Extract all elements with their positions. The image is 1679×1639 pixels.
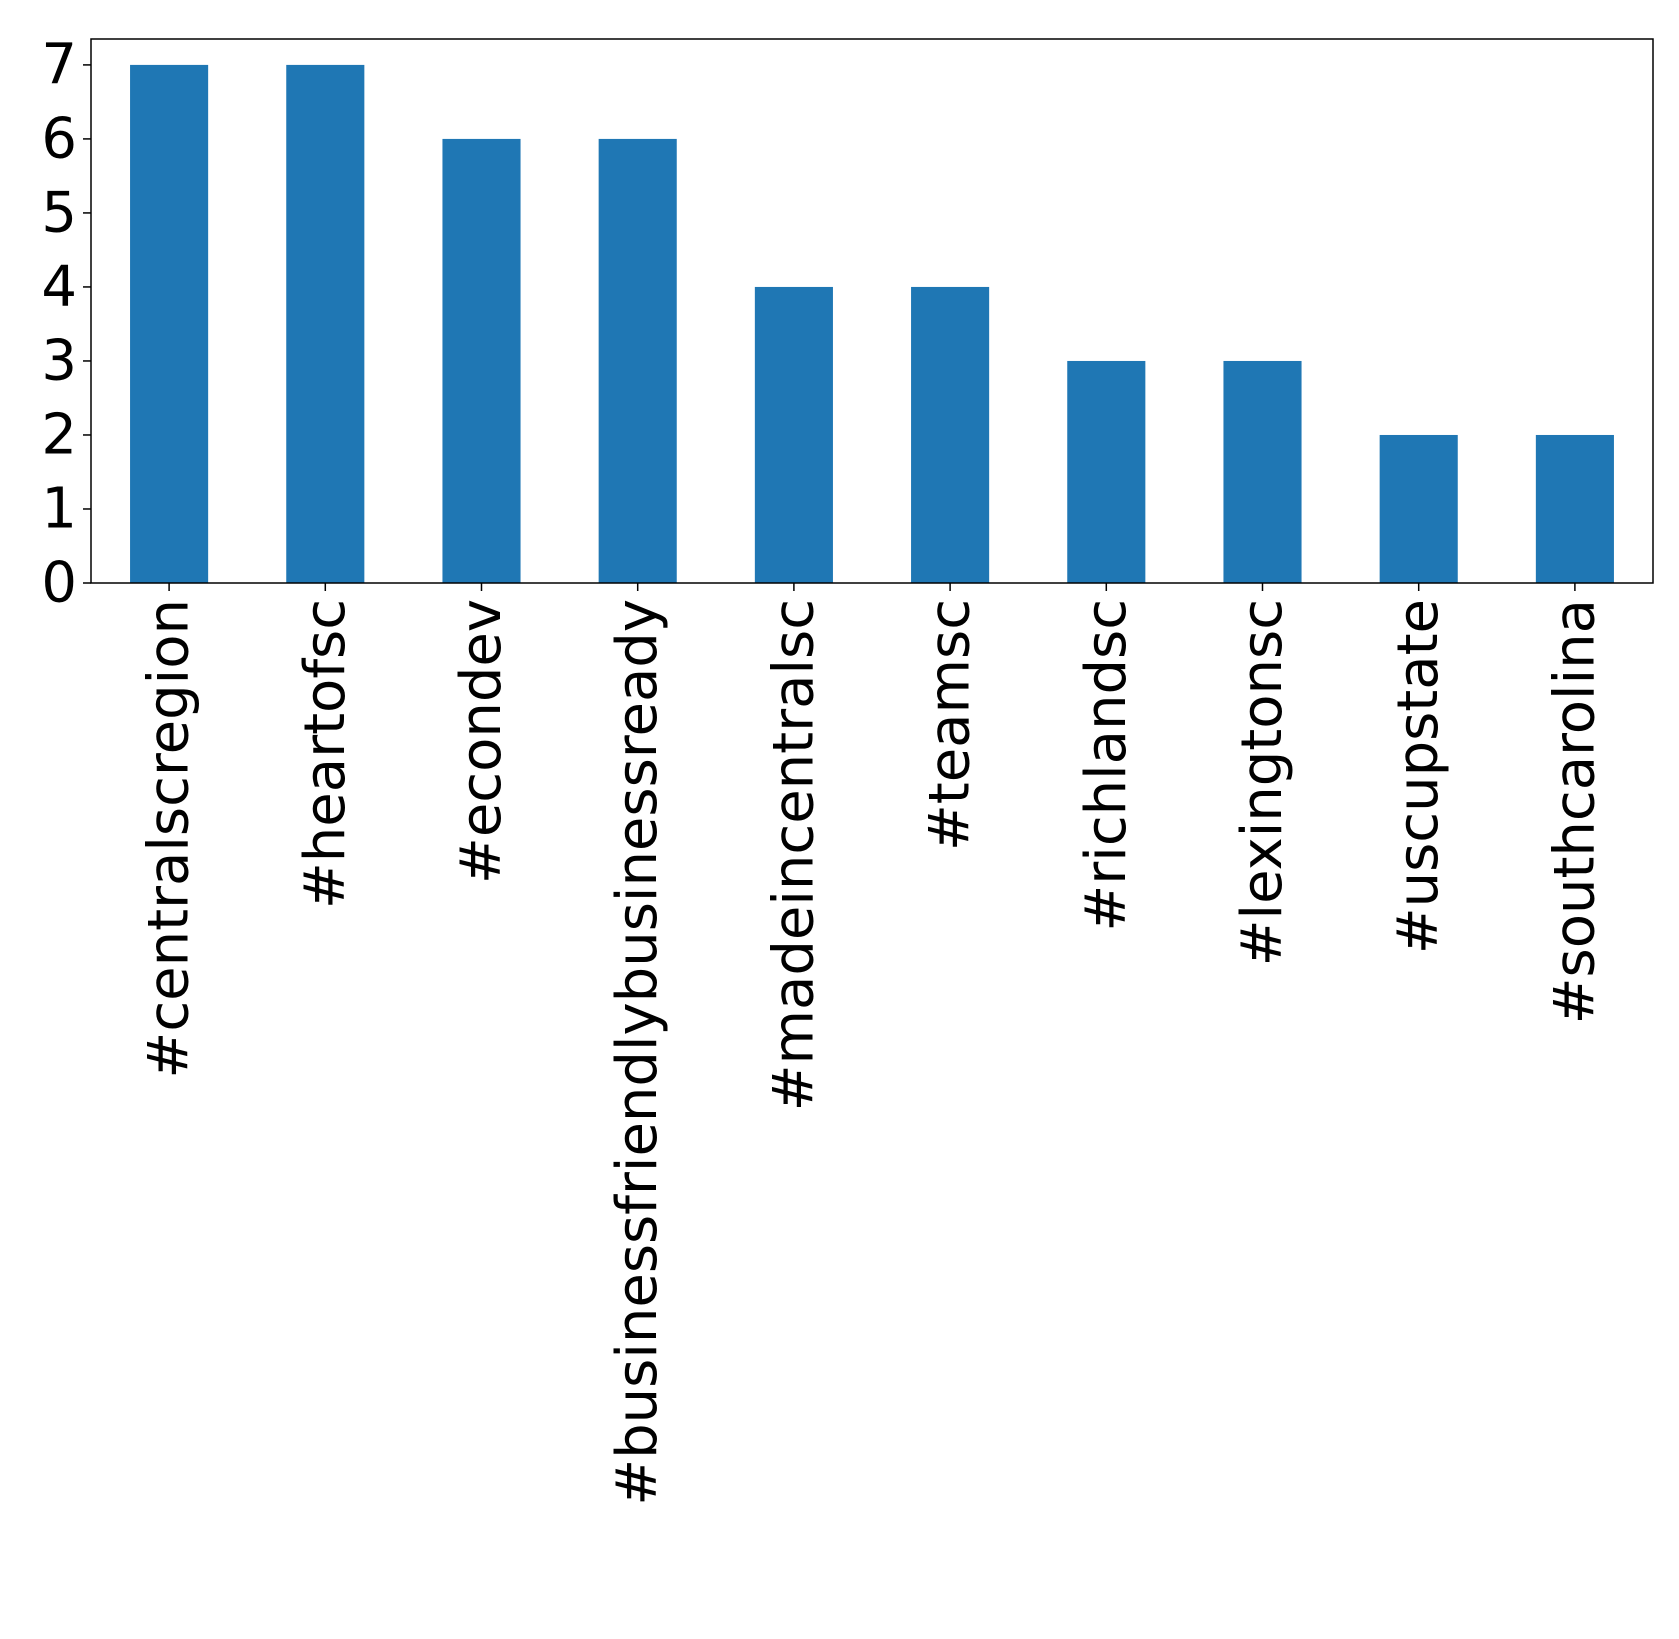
y-tick-label: 3 — [41, 328, 77, 393]
y-tick-label: 5 — [41, 180, 77, 245]
y-tick-label: 0 — [41, 551, 77, 616]
x-tick-label: #centralscregion — [137, 599, 202, 1079]
bar — [1223, 360, 1302, 583]
y-tick-label: 7 — [41, 32, 77, 97]
y-tick-label: 2 — [41, 402, 77, 467]
x-tick-label: #teamsc — [918, 599, 983, 851]
x-tick-label: #econdev — [449, 599, 514, 884]
plot-frame — [90, 38, 1654, 584]
bar — [598, 138, 677, 583]
bar — [130, 64, 209, 583]
x-tick-label: #madeincentralsc — [761, 599, 826, 1111]
bar — [1379, 434, 1458, 583]
bar — [911, 286, 990, 583]
y-axis: 0 1 2 3 4 5 6 7 — [41, 32, 91, 616]
bar — [442, 138, 521, 583]
y-tick-label: 1 — [41, 476, 77, 541]
bar — [754, 286, 833, 583]
x-tick-label: #southcarolina — [1542, 599, 1607, 1024]
y-tick-label: 6 — [41, 106, 77, 171]
x-tick-label: #businessfriendlybusinessready — [605, 599, 670, 1506]
x-tick-label: #richlandsc — [1074, 599, 1139, 932]
bar — [1535, 434, 1614, 583]
x-tick-label: #heartofsc — [293, 599, 358, 909]
x-axis: #centralscregion #heartofsc #econdev #busin… — [137, 583, 1607, 1506]
y-tick-label: 4 — [41, 254, 77, 319]
x-tick-label: #lexingtonsc — [1230, 599, 1295, 966]
bar — [1067, 360, 1146, 583]
x-tick-label: #uscupstate — [1386, 599, 1451, 954]
bars-layer — [130, 64, 1614, 583]
bar — [286, 64, 365, 583]
